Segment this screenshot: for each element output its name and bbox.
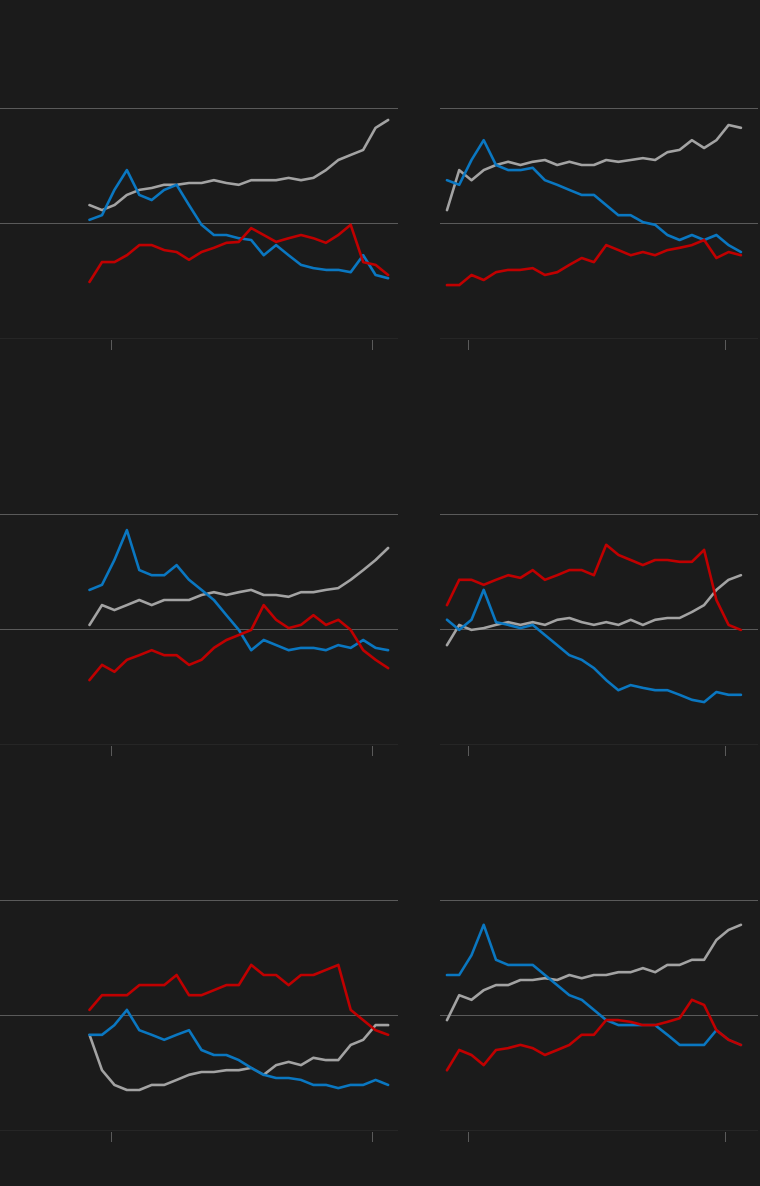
series-line: [88, 1023, 390, 1092]
series-line: [88, 603, 390, 682]
series-line: [88, 528, 390, 652]
series-line: [88, 546, 390, 627]
series-line: [445, 923, 743, 1047]
series-line: [88, 168, 390, 280]
series-line: [445, 923, 743, 1022]
series-line: [88, 963, 390, 1037]
series-line: [445, 543, 743, 632]
series-line: [88, 118, 390, 212]
series-line: [445, 138, 743, 254]
series-line: [88, 223, 390, 284]
series-line: [445, 238, 743, 287]
series-line: [445, 998, 743, 1072]
series-line: [88, 1008, 390, 1090]
series-line: [445, 588, 743, 704]
series-line: [445, 573, 743, 647]
